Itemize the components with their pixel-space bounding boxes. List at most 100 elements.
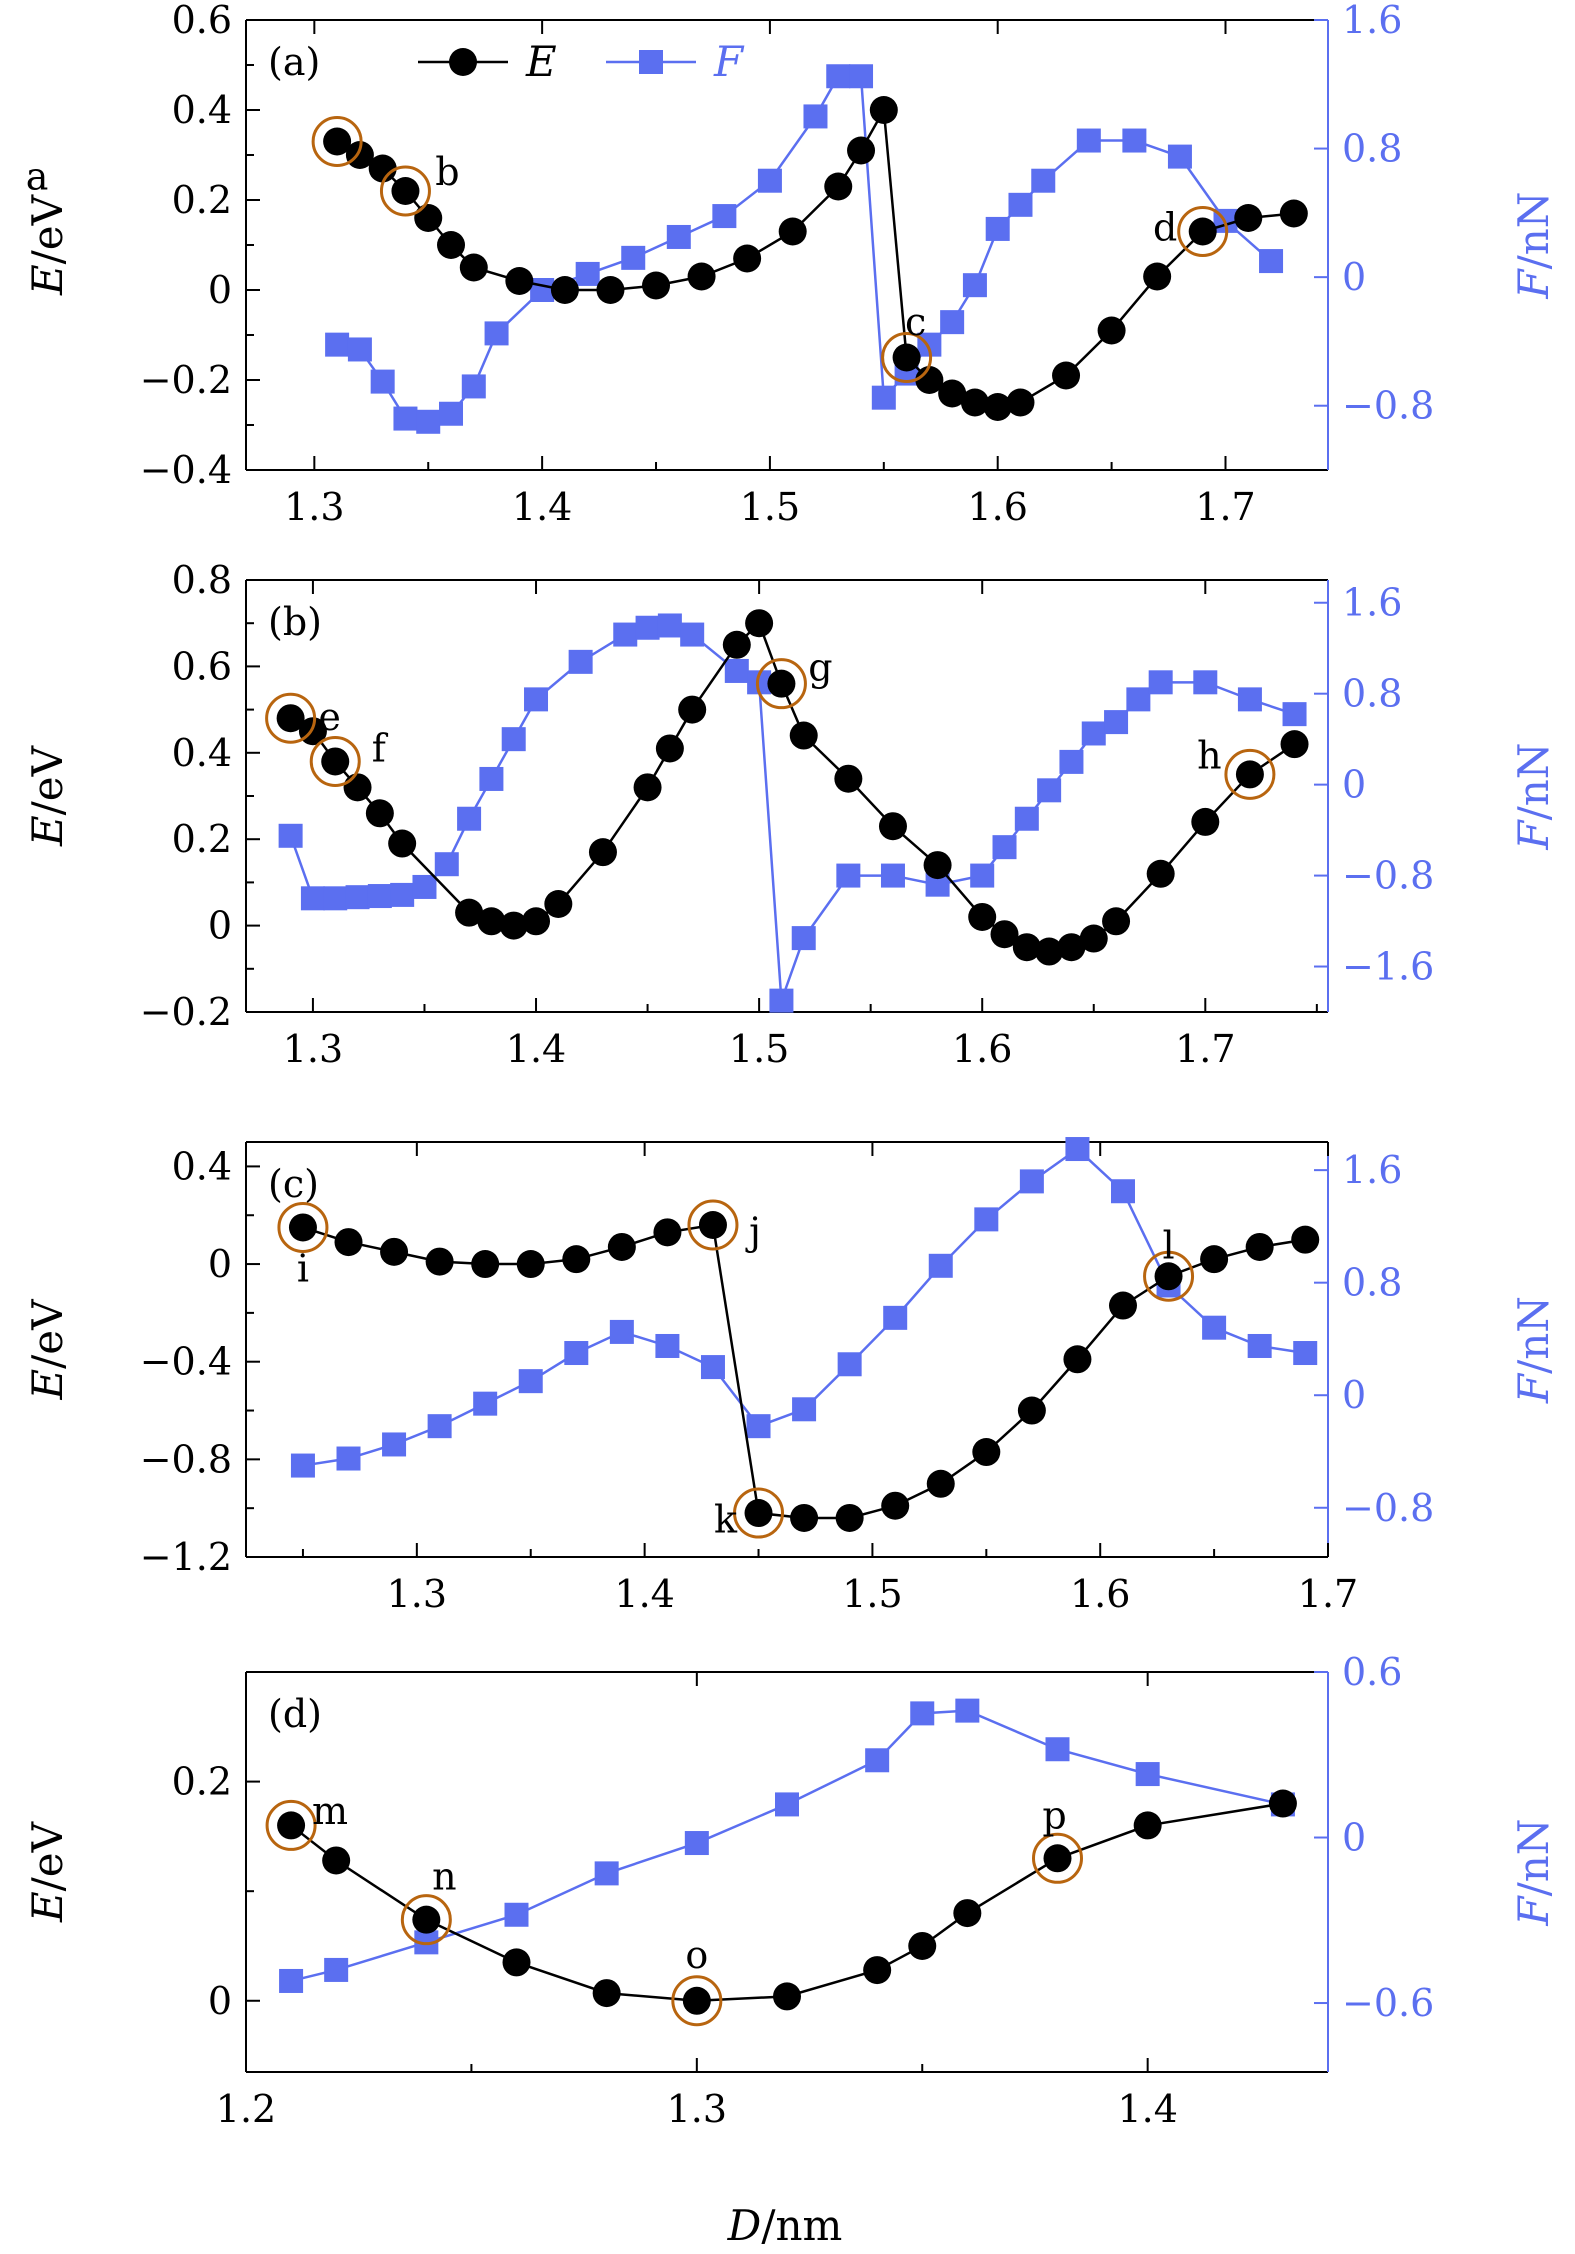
y-tick-label: 0.2 [172,178,232,222]
y2-tick-label: −0.8 [1342,854,1434,898]
e-point [343,773,372,802]
e-point [412,1905,441,1934]
e-point [1012,933,1041,962]
y2-tick-label: 0 [1342,763,1366,807]
f-point [792,1397,817,1422]
f-point [655,1333,680,1358]
e-point [1108,1291,1137,1320]
point-label: m [312,1789,348,1833]
y-tick-label: 0 [208,904,232,948]
y2-axis-label-symbol: F [1509,1372,1558,1404]
f-point [803,104,828,129]
y2-tick-label: −1.6 [1342,945,1434,989]
e-point [824,172,853,201]
e-point [365,799,394,828]
y2-axis-label-unit: /nN [1509,1818,1558,1896]
y-axis-label-symbol: E [23,1891,72,1923]
x-tick-label: 1.7 [1175,1027,1235,1071]
legend-e-marker [449,48,477,76]
point-label: g [808,646,832,690]
f-point [775,1792,799,1817]
f-point [461,374,486,399]
y-tick-label: −0.4 [140,1340,232,1384]
series-e [323,96,1308,421]
e-point [1279,199,1308,228]
series-f [279,1698,1295,1993]
f-point [382,1432,407,1457]
x-tick-label: 1.3 [387,1572,447,1616]
f-point [427,1414,452,1439]
e-point [321,747,350,776]
e-point [1063,1345,1092,1374]
f-point [1059,749,1084,774]
x-tick-label: 1.6 [1070,1572,1130,1616]
highlight-circle [265,692,317,744]
point-label: l [1162,1223,1174,1267]
f-point [621,245,646,270]
x-tick-label: 1.4 [1117,2087,1177,2131]
e-point [835,1503,864,1532]
y-tick-label: 0.4 [172,1144,232,1188]
e-point [744,1499,773,1528]
series-f [278,613,1307,1013]
y-tick-label: −0.2 [140,990,232,1034]
x-tick-label: 1.4 [512,485,572,529]
e-point [459,253,488,282]
e-point [642,271,671,300]
y2-tick-label: 0 [1342,255,1366,299]
x-tick-label: 1.5 [729,1027,789,1071]
e-point [678,695,707,724]
f-point [347,337,372,362]
f-point [434,852,459,877]
f-point [278,823,303,848]
e-point [773,1982,801,2011]
f-point [336,1446,361,1471]
f-point [1167,144,1192,169]
highlight-circle [733,1487,785,1539]
e-point [789,721,818,750]
f-point [635,615,660,640]
highlight-circle [881,332,933,383]
point-label: j [745,1210,761,1254]
panel-d: 1.2 1.3 1.4 0 0.2 −0.6 0 0.6 E/eV F/nN (d) m n o p [23,1650,1558,2131]
f-point [564,1341,589,1366]
f-point [1031,168,1056,193]
e-point [687,262,716,291]
highlight-circle [379,165,431,217]
f-point [504,1902,529,1927]
y-tick-label: 0.8 [172,558,232,602]
y-tick-label: −0.8 [140,1437,232,1481]
x-tick-label: 1.7 [1298,1572,1358,1616]
x-tick-label: 1.3 [283,1027,343,1071]
e-point [733,244,762,273]
e-point [767,669,796,698]
f-point [666,224,691,249]
f-point [1126,687,1151,712]
f-point [594,1861,619,1886]
point-label: c [905,300,926,344]
y-tick-label: 0 [208,268,232,312]
point-label: n [432,1855,456,1899]
e-point [915,366,944,394]
e-point [972,1438,1001,1467]
y2-tick-label: 0.8 [1342,672,1402,716]
x-tick-label: 1.3 [667,2087,727,2131]
e-point [1291,1225,1320,1254]
point-label: p [1042,1793,1066,1837]
x-tick-label: 1.7 [1195,485,1255,529]
highlight-circle [1032,1832,1083,1884]
e-point [1097,316,1126,345]
e-line [290,1802,1284,2003]
panel-label: (b) [268,600,322,644]
f-point [1076,128,1101,153]
e-point [1188,217,1217,246]
e-point [323,127,352,156]
y2-tick-label: 0.8 [1342,1261,1402,1305]
e-point [1035,937,1064,966]
f-point [865,1748,890,1773]
f-point [1237,687,1262,712]
e-point [471,1250,500,1279]
e-point [562,1245,591,1274]
e-point [778,217,807,246]
